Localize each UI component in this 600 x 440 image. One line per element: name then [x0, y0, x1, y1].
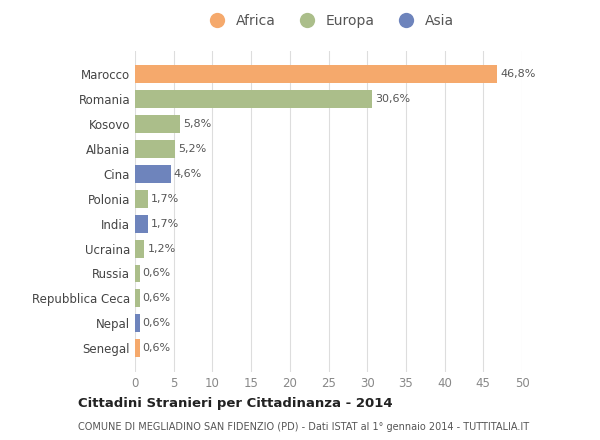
Bar — [135, 314, 140, 332]
Text: 5,2%: 5,2% — [178, 144, 206, 154]
Bar — [135, 115, 180, 133]
Text: 0,6%: 0,6% — [143, 343, 171, 353]
Bar — [135, 264, 140, 282]
Text: Cittadini Stranieri per Cittadinanza - 2014: Cittadini Stranieri per Cittadinanza - 2… — [78, 397, 392, 410]
Bar — [135, 65, 497, 83]
Bar — [135, 190, 148, 208]
Legend: Africa, Europa, Asia: Africa, Europa, Asia — [199, 9, 458, 32]
Text: 1,7%: 1,7% — [151, 194, 179, 204]
Text: 0,6%: 0,6% — [143, 293, 171, 304]
Text: 5,8%: 5,8% — [183, 119, 211, 129]
Text: 1,2%: 1,2% — [148, 244, 176, 253]
Text: 46,8%: 46,8% — [500, 69, 536, 79]
Text: 0,6%: 0,6% — [143, 318, 171, 328]
Text: 0,6%: 0,6% — [143, 268, 171, 279]
Bar — [135, 290, 140, 308]
Text: COMUNE DI MEGLIADINO SAN FIDENZIO (PD) - Dati ISTAT al 1° gennaio 2014 - TUTTITA: COMUNE DI MEGLIADINO SAN FIDENZIO (PD) -… — [78, 422, 529, 433]
Bar — [135, 140, 175, 158]
Text: 30,6%: 30,6% — [375, 94, 410, 104]
Bar — [135, 339, 140, 357]
Bar — [135, 165, 170, 183]
Bar — [135, 215, 148, 233]
Text: 1,7%: 1,7% — [151, 219, 179, 229]
Bar — [135, 240, 144, 257]
Text: 4,6%: 4,6% — [174, 169, 202, 179]
Bar — [135, 90, 372, 108]
